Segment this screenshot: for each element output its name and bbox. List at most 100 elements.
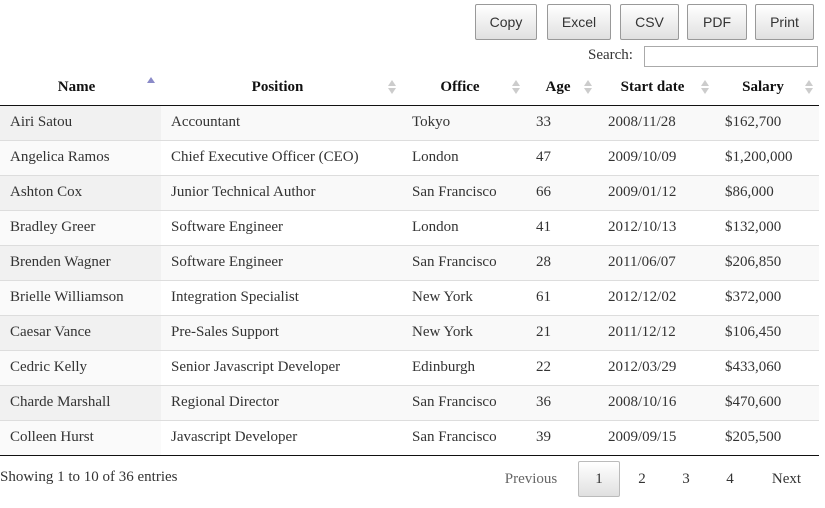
cell-age: 28 — [526, 244, 598, 280]
cell-office: Tokyo — [402, 105, 526, 140]
cell-position: Junior Technical Author — [161, 174, 402, 210]
cell-start-date: 2008/10/16 — [598, 384, 715, 420]
cell-age: 61 — [526, 279, 598, 315]
page-1-button[interactable]: 1 — [578, 461, 620, 497]
page-3-button[interactable]: 3 — [682, 470, 690, 487]
cell-office: London — [402, 209, 526, 245]
table-row[interactable]: Bradley Greer Software Engineer London 41 20… — [0, 209, 819, 245]
search-label: Search: — [588, 47, 633, 63]
cell-start-date: 2008/11/28 — [598, 105, 715, 140]
cell-office: Edinburgh — [402, 349, 526, 385]
column-header-name[interactable]: Name — [0, 70, 161, 106]
cell-age: 33 — [526, 105, 598, 140]
column-header-start-date[interactable]: Start date — [598, 70, 715, 106]
cell-salary: $1,200,000 — [715, 139, 819, 175]
column-header-position[interactable]: Position — [161, 70, 402, 106]
table-row[interactable]: Colleen Hurst Javascript Developer San Fra… — [0, 419, 819, 455]
cell-office: London — [402, 139, 526, 175]
cell-salary: $206,850 — [715, 244, 819, 280]
page-2-button[interactable]: 2 — [638, 470, 646, 487]
cell-start-date: 2012/12/02 — [598, 279, 715, 315]
excel-button[interactable]: Excel — [547, 4, 611, 40]
table-row[interactable]: Caesar Vance Pre-Sales Support New York 21 2… — [0, 314, 819, 350]
table-row[interactable]: Brielle Williamson Integration Specialist… — [0, 279, 819, 315]
table-info: Showing 1 to 10 of 36 entries — [0, 469, 178, 485]
table-row[interactable]: Cedric Kelly Senior Javascript Developer E… — [0, 349, 819, 385]
cell-office: San Francisco — [402, 244, 526, 280]
column-header-salary[interactable]: Salary — [715, 70, 819, 106]
cell-name: Bradley Greer — [0, 209, 161, 245]
table-body: Airi Satou Accountant Tokyo 33 2008/11/28 $16… — [0, 105, 819, 455]
copy-button[interactable]: Copy — [475, 4, 537, 40]
cell-salary: $106,450 — [715, 314, 819, 350]
column-header-age[interactable]: Age — [526, 70, 598, 106]
cell-salary: $372,000 — [715, 279, 819, 315]
page-4-button[interactable]: 4 — [726, 470, 734, 487]
cell-start-date: 2011/06/07 — [598, 244, 715, 280]
data-table: Name Position Office Age Start date Sala… — [0, 70, 819, 456]
header-label: Name — [57, 78, 96, 95]
cell-position: Pre-Sales Support — [161, 314, 402, 350]
cell-age: 66 — [526, 174, 598, 210]
sort-both-icon — [512, 79, 520, 95]
cell-age: 36 — [526, 384, 598, 420]
column-header-office[interactable]: Office — [402, 70, 526, 106]
header-label: Salary — [742, 78, 784, 95]
cell-salary: $433,060 — [715, 349, 819, 385]
cell-salary: $132,000 — [715, 209, 819, 245]
search-input[interactable] — [644, 46, 818, 67]
print-button[interactable]: Print — [755, 4, 814, 40]
cell-salary: $86,000 — [715, 174, 819, 210]
cell-position: Regional Director — [161, 384, 402, 420]
cell-start-date: 2012/03/29 — [598, 349, 715, 385]
cell-age: 21 — [526, 314, 598, 350]
sort-ascending-icon — [147, 76, 155, 92]
cell-start-date: 2011/12/12 — [598, 314, 715, 350]
cell-name: Brielle Williamson — [0, 279, 161, 315]
cell-name: Ashton Cox — [0, 174, 161, 210]
cell-name: Airi Satou — [0, 105, 161, 140]
cell-name: Angelica Ramos — [0, 139, 161, 175]
cell-position: Accountant — [161, 105, 402, 140]
cell-office: New York — [402, 279, 526, 315]
cell-start-date: 2009/01/12 — [598, 174, 715, 210]
export-buttons: Copy Excel CSV PDF Print — [0, 4, 825, 44]
cell-start-date: 2012/10/13 — [598, 209, 715, 245]
cell-start-date: 2009/09/15 — [598, 419, 715, 455]
cell-age: 39 — [526, 419, 598, 455]
next-page-button[interactable]: Next — [771, 470, 802, 487]
cell-position: Senior Javascript Developer — [161, 349, 402, 385]
pdf-button[interactable]: PDF — [687, 4, 747, 40]
cell-office: San Francisco — [402, 174, 526, 210]
cell-start-date: 2009/10/09 — [598, 139, 715, 175]
cell-name: Cedric Kelly — [0, 349, 161, 385]
table-row[interactable]: Airi Satou Accountant Tokyo 33 2008/11/28 $16… — [0, 105, 819, 140]
table-row[interactable]: Charde Marshall Regional Director San Fran… — [0, 384, 819, 420]
cell-name: Colleen Hurst — [0, 419, 161, 455]
cell-age: 47 — [526, 139, 598, 175]
cell-office: San Francisco — [402, 419, 526, 455]
cell-position: Integration Specialist — [161, 279, 402, 315]
cell-position: Software Engineer — [161, 209, 402, 245]
csv-button[interactable]: CSV — [620, 4, 679, 40]
header-label: Start date — [620, 78, 685, 95]
table-row[interactable]: Ashton Cox Junior Technical Author San Fra… — [0, 174, 819, 210]
cell-position: Chief Executive Officer (CEO) — [161, 139, 402, 175]
header-label: Age — [545, 78, 571, 95]
sort-both-icon — [701, 79, 709, 95]
cell-age: 41 — [526, 209, 598, 245]
table-row[interactable]: Brenden Wagner Software Engineer San Franc… — [0, 244, 819, 280]
cell-salary: $205,500 — [715, 419, 819, 455]
cell-salary: $470,600 — [715, 384, 819, 420]
cell-age: 22 — [526, 349, 598, 385]
header-label: Position — [251, 78, 304, 95]
sort-both-icon — [584, 79, 592, 95]
table-row[interactable]: Angelica Ramos Chief Executive Officer (C… — [0, 139, 819, 175]
cell-office: New York — [402, 314, 526, 350]
cell-position: Javascript Developer — [161, 419, 402, 455]
header-label: Office — [440, 78, 480, 95]
cell-name: Charde Marshall — [0, 384, 161, 420]
sort-both-icon — [805, 79, 813, 95]
previous-page-button[interactable]: Previous — [504, 470, 558, 487]
sort-both-icon — [388, 79, 396, 95]
